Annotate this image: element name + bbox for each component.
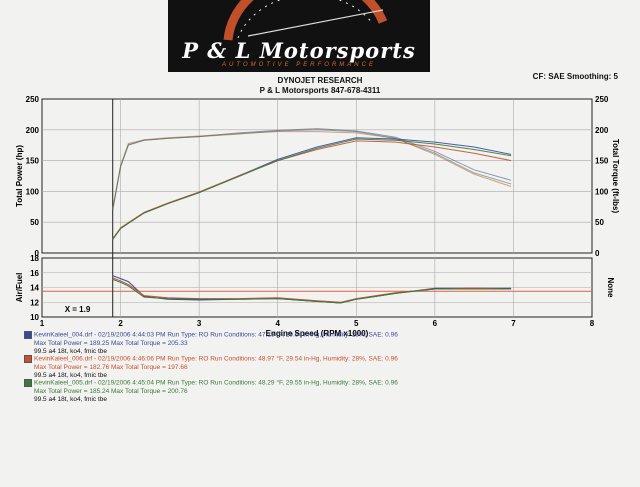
run-swatch: [24, 331, 32, 339]
power-torque-panel: [41, 98, 593, 254]
y-tick-label: 100: [26, 187, 40, 196]
y-tick-label: 12: [30, 298, 39, 307]
x-tick-label: 6: [433, 319, 438, 328]
series-line-torque: [112, 128, 512, 210]
x-tick-label: 7: [511, 319, 516, 328]
run-max: Max Total Power = 189.25 Max Total Torqu…: [34, 339, 188, 347]
af-y2-axis-title: None: [606, 278, 615, 299]
logo-name: P & L Motorsports: [182, 38, 416, 63]
cursor-annotation: X = 1.9: [65, 305, 91, 314]
run-legend-1: KevinKaleel_004.drf - 02/19/2006 4:44:03…: [24, 331, 398, 356]
y-tick-label: 14: [30, 284, 39, 293]
correction-settings: CF: SAE Smoothing: 5: [532, 72, 618, 81]
y-tick-label: 150: [26, 157, 40, 166]
run-swatch: [24, 379, 32, 387]
x-tick-label: 2: [118, 319, 123, 328]
series-line-airfuel: [112, 278, 512, 304]
run-notes: 99.5 a4 18t, ko4, fmic tbe: [34, 395, 107, 403]
run-legend-2: KevinKaleel_006.drf - 02/19/2006 4:46:06…: [24, 355, 398, 380]
company-logo: P & L Motorsports AUTOMOTIVE PERFORMANCE: [168, 0, 430, 72]
shop-header: P & L Motorsports 847-678-4311: [259, 86, 381, 95]
x-tick-label: 3: [197, 319, 202, 328]
series-line-power: [112, 138, 512, 240]
x-tick-label: 5: [354, 319, 359, 328]
run-info: KevinKaleel_006.drf - 02/19/2006 4:46:06…: [34, 355, 398, 363]
y-tick-label: 50: [30, 218, 39, 227]
series-line-power: [112, 140, 512, 240]
x-tick-label: 4: [275, 319, 280, 328]
run-info: KevinKaleel_004.drf - 02/19/2006 4:44:03…: [34, 331, 398, 339]
series-line-torque: [112, 131, 512, 209]
y2-tick-label: 250: [595, 95, 609, 104]
y2-tick-label: 100: [595, 187, 609, 196]
y2-axis-title: Total Torque (ft-lbs): [611, 139, 620, 214]
y-tick-label: 200: [26, 126, 40, 135]
y2-tick-label: 200: [595, 126, 609, 135]
y-tick-label: 10: [30, 313, 39, 322]
x-tick-label: 8: [590, 319, 595, 328]
gauge-graphic: [223, 0, 388, 41]
logo-tagline: AUTOMOTIVE PERFORMANCE: [222, 62, 376, 68]
y-axis-title: Total Power (hp): [15, 145, 24, 207]
run-legend-3: KevinKaleel_005.drf - 02/19/2006 4:45:04…: [24, 379, 398, 404]
y-tick-label: 18: [30, 254, 39, 263]
y-tick-label: 250: [26, 95, 40, 104]
y-tick-label: 0: [35, 249, 40, 258]
run-max: Max Total Power = 182.76 Max Total Torqu…: [34, 363, 188, 371]
x-axis-title: Engine Speed (RPM x1000): [266, 329, 369, 338]
y-tick-label: 16: [30, 269, 39, 278]
y2-tick-label: 150: [595, 157, 609, 166]
series-line-power: [112, 137, 512, 240]
run-notes: 99.5 a4 18t, ko4, fmic tbe: [34, 347, 107, 355]
y2-tick-label: 0: [595, 249, 600, 258]
run-max: Max Total Power = 185.24 Max Total Torqu…: [34, 387, 188, 395]
x-tick-label: 1: [40, 319, 45, 328]
y2-tick-label: 50: [595, 218, 604, 227]
run-notes: 99.5 a4 18t, ko4, fmic tbe: [34, 371, 107, 379]
af-axis-title: Air/Fuel: [15, 273, 24, 303]
run-swatch: [24, 355, 32, 363]
dyno-header: DYNOJET RESEARCH: [277, 76, 363, 85]
run-info: KevinKaleel_005.drf - 02/19/2006 4:45:04…: [34, 379, 398, 387]
series-line-torque: [112, 129, 512, 210]
